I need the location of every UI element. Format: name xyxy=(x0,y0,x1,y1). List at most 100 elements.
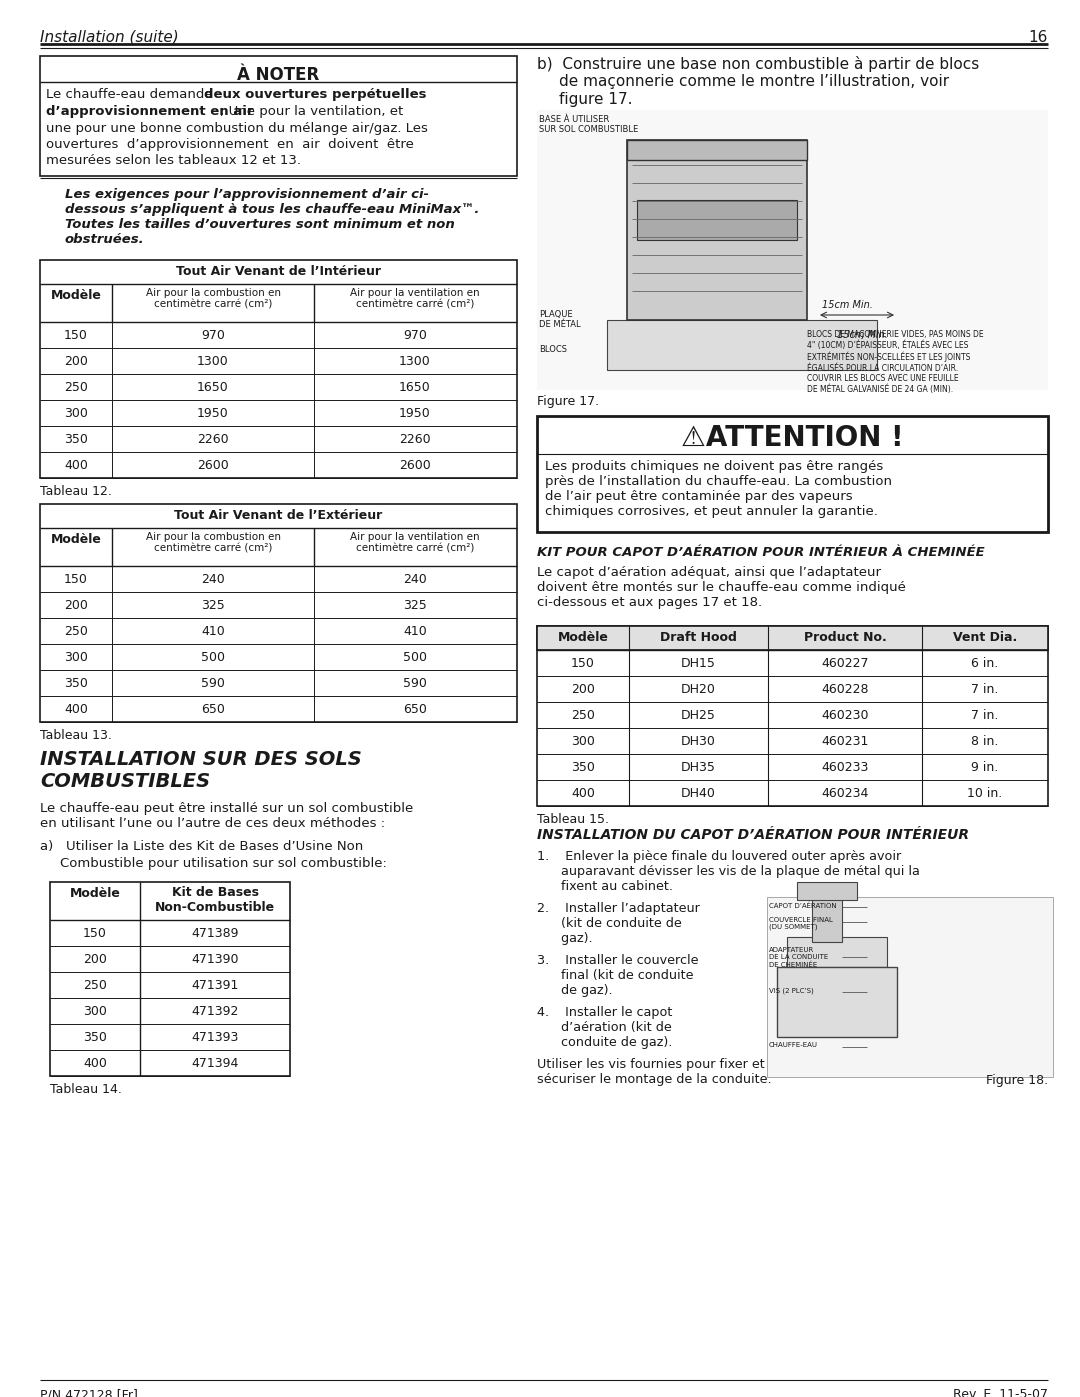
Text: 460234: 460234 xyxy=(821,787,868,800)
Text: 200: 200 xyxy=(83,953,107,965)
Text: 1950: 1950 xyxy=(400,407,431,420)
Text: Draft Hood: Draft Hood xyxy=(660,631,737,644)
Bar xyxy=(627,140,807,320)
Text: mesurées selon les tableaux 12 et 13.: mesurées selon les tableaux 12 et 13. xyxy=(46,154,301,168)
Text: 970: 970 xyxy=(201,330,225,342)
Bar xyxy=(40,260,517,478)
Text: b)  Construire une base non combustible à partir de blocs: b) Construire une base non combustible à… xyxy=(537,56,980,73)
Text: Modèle: Modèle xyxy=(69,887,121,900)
Text: 300: 300 xyxy=(64,407,87,420)
Bar xyxy=(50,882,291,1076)
Text: Air pour la ventilation en
centimètre carré (cm²): Air pour la ventilation en centimètre ca… xyxy=(350,532,480,553)
Text: 240: 240 xyxy=(403,573,427,585)
Text: 471393: 471393 xyxy=(191,1031,239,1044)
Text: 250: 250 xyxy=(571,710,595,722)
Text: BLOCS DE MAÇONNERIE VIDES, PAS MOINS DE
4" (10CM) D’ÉPAISSEUR, ÉTALÉS AVEC LES
E: BLOCS DE MAÇONNERIE VIDES, PAS MOINS DE … xyxy=(807,330,984,394)
Text: 15cm Min.: 15cm Min. xyxy=(822,300,873,310)
Text: 200: 200 xyxy=(571,683,595,696)
Text: 2260: 2260 xyxy=(400,433,431,446)
Text: 325: 325 xyxy=(403,599,427,612)
Text: CAPOT D’AÉRATION: CAPOT D’AÉRATION xyxy=(769,902,837,908)
Text: 400: 400 xyxy=(83,1058,107,1070)
Text: 471392: 471392 xyxy=(191,1004,239,1018)
Text: 240: 240 xyxy=(201,573,225,585)
Text: 2.    Installer l’adaptateur
      (kit de conduite de
      gaz).: 2. Installer l’adaptateur (kit de condui… xyxy=(537,902,700,944)
Bar xyxy=(537,110,1048,390)
Bar xyxy=(607,320,877,370)
Text: une pour une bonne combustion du mélange air/gaz. Les: une pour une bonne combustion du mélange… xyxy=(46,122,428,136)
Text: deux ouvertures perpétuelles: deux ouvertures perpétuelles xyxy=(204,88,427,101)
Text: 471391: 471391 xyxy=(191,979,239,992)
Text: 471390: 471390 xyxy=(191,953,239,965)
Text: Figure 17.: Figure 17. xyxy=(537,395,599,408)
Text: 150: 150 xyxy=(83,928,107,940)
Text: 10 in.: 10 in. xyxy=(968,787,1002,800)
Text: PLAQUE
DE MÉTAL: PLAQUE DE MÉTAL xyxy=(539,310,581,330)
Bar xyxy=(537,626,1048,806)
Text: 250: 250 xyxy=(64,381,87,394)
Text: Tout Air Venant de l’Extérieur: Tout Air Venant de l’Extérieur xyxy=(174,509,382,522)
Text: Combustible pour utilisation sur sol combustible:: Combustible pour utilisation sur sol com… xyxy=(60,856,387,870)
Bar xyxy=(767,897,1053,1077)
Bar xyxy=(812,897,842,942)
Bar xyxy=(637,200,797,240)
Text: BASE À UTILISER
SUR SOL COMBUSTIBLE: BASE À UTILISER SUR SOL COMBUSTIBLE xyxy=(539,115,638,134)
Text: INSTALLATION SUR DES SOLS
COMBUSTIBLES: INSTALLATION SUR DES SOLS COMBUSTIBLES xyxy=(40,750,362,791)
Text: 300: 300 xyxy=(83,1004,107,1018)
Text: Product No.: Product No. xyxy=(804,631,887,644)
Text: Air pour la ventilation en
centimètre carré (cm²): Air pour la ventilation en centimètre ca… xyxy=(350,288,480,310)
Text: À NOTER: À NOTER xyxy=(237,66,319,84)
Text: 400: 400 xyxy=(64,460,87,472)
Bar xyxy=(537,626,1048,650)
Text: 1950: 1950 xyxy=(198,407,229,420)
Text: 350: 350 xyxy=(571,761,595,774)
Text: 471389: 471389 xyxy=(191,928,239,940)
Text: 9 in.: 9 in. xyxy=(971,761,999,774)
Text: Figure 18.: Figure 18. xyxy=(986,1074,1048,1087)
Text: 970: 970 xyxy=(403,330,427,342)
Text: DH25: DH25 xyxy=(680,710,715,722)
Text: BLOCS: BLOCS xyxy=(539,345,567,353)
Text: 4.    Installer le capot
      d’aération (kit de
      conduite de gaz).: 4. Installer le capot d’aération (kit de… xyxy=(537,1006,673,1049)
Text: 400: 400 xyxy=(571,787,595,800)
Text: DH30: DH30 xyxy=(680,735,715,747)
Text: 250: 250 xyxy=(83,979,107,992)
Text: ⚠ATTENTION !: ⚠ATTENTION ! xyxy=(680,425,903,453)
Text: ADAPTATEUR
DE LA CONDUITE
DE CHEMINÉE: ADAPTATEUR DE LA CONDUITE DE CHEMINÉE xyxy=(769,947,828,968)
Text: 650: 650 xyxy=(403,703,427,717)
Text: 350: 350 xyxy=(83,1031,107,1044)
Text: 1300: 1300 xyxy=(198,355,229,367)
Text: KIT POUR CAPOT D’AÉRATION POUR INTÉRIEUR À CHEMINÉE: KIT POUR CAPOT D’AÉRATION POUR INTÉRIEUR… xyxy=(537,546,985,559)
Text: 7 in.: 7 in. xyxy=(971,683,999,696)
Text: DH35: DH35 xyxy=(680,761,715,774)
Bar xyxy=(777,967,897,1037)
Text: 16: 16 xyxy=(1028,29,1048,45)
Text: 1650: 1650 xyxy=(198,381,229,394)
Text: INSTALLATION DU CAPOT D’AÉRATION POUR INTÉRIEUR: INSTALLATION DU CAPOT D’AÉRATION POUR IN… xyxy=(537,828,969,842)
Text: Le capot d’aération adéquat, ainsi que l’adaptateur
doivent être montés sur le c: Le capot d’aération adéquat, ainsi que l… xyxy=(537,566,906,609)
Text: 2260: 2260 xyxy=(198,433,229,446)
Text: Vent Dia.: Vent Dia. xyxy=(953,631,1017,644)
Text: 460233: 460233 xyxy=(821,761,868,774)
Text: 2600: 2600 xyxy=(198,460,229,472)
Text: 8 in.: 8 in. xyxy=(971,735,999,747)
Text: 400: 400 xyxy=(64,703,87,717)
Bar xyxy=(40,504,517,722)
Text: Tableau 12.: Tableau 12. xyxy=(40,485,112,497)
Text: d’approvisionnement en air: d’approvisionnement en air xyxy=(46,105,254,117)
Text: 200: 200 xyxy=(64,355,87,367)
Text: Utiliser les vis fournies pour fixer et
sécuriser le montage de la conduite.: Utiliser les vis fournies pour fixer et … xyxy=(537,1058,771,1085)
Text: de maçonnerie comme le montre l’illustration, voir: de maçonnerie comme le montre l’illustra… xyxy=(559,74,949,89)
Text: 300: 300 xyxy=(64,651,87,664)
Text: 2600: 2600 xyxy=(400,460,431,472)
Text: 325: 325 xyxy=(201,599,225,612)
Text: 15cm Min.: 15cm Min. xyxy=(837,330,888,339)
Text: DH15: DH15 xyxy=(680,657,715,671)
Text: Air pour la combustion en
centimètre carré (cm²): Air pour la combustion en centimètre car… xyxy=(146,288,281,310)
Text: Modèle: Modèle xyxy=(51,534,102,546)
Text: 350: 350 xyxy=(64,433,87,446)
Text: 3.    Installer le couvercle
      final (kit de conduite
      de gaz).: 3. Installer le couvercle final (kit de … xyxy=(537,954,699,997)
Text: DH20: DH20 xyxy=(680,683,715,696)
Text: Modèle: Modèle xyxy=(557,631,608,644)
Bar xyxy=(797,882,858,900)
